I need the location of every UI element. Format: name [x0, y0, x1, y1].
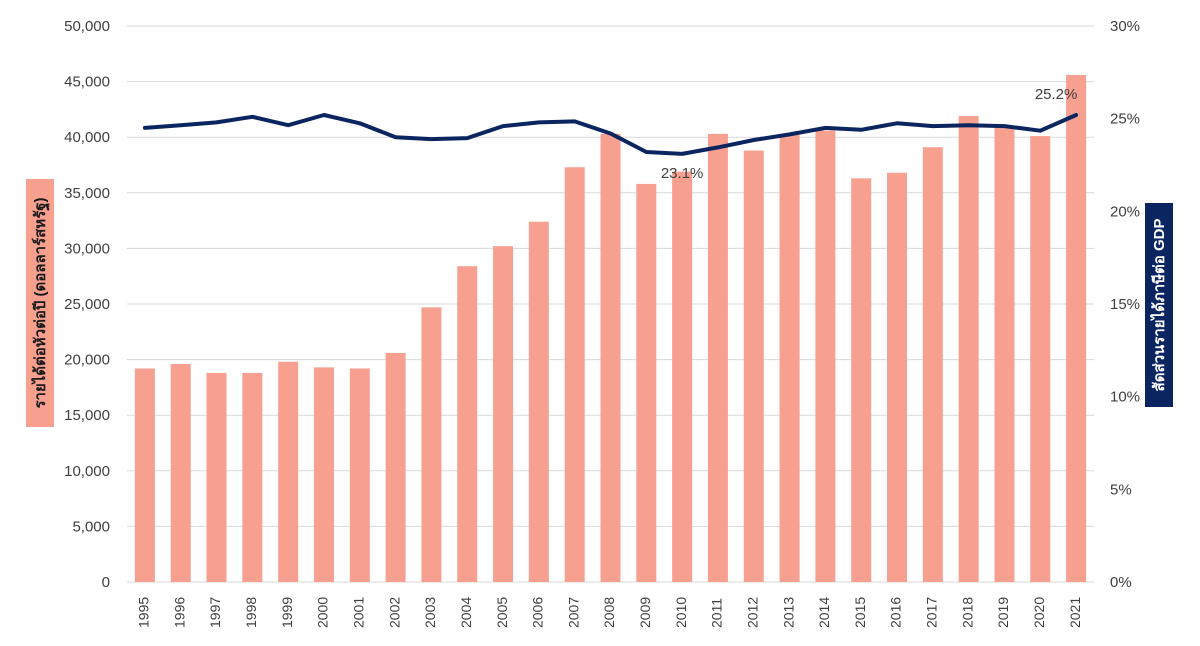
- right-tick-label: 30%: [1110, 18, 1140, 35]
- x-tick-label: 2010: [673, 597, 689, 628]
- x-tick-label: 1996: [171, 597, 187, 628]
- x-tick-label: 2011: [709, 598, 725, 628]
- left-tick-label: 30,000: [64, 240, 110, 257]
- right-tick-label: 10%: [1110, 389, 1140, 406]
- bar: [313, 367, 334, 582]
- bar: [528, 221, 549, 582]
- bar: [349, 368, 370, 582]
- x-tick-label: 2012: [744, 597, 760, 628]
- left-tick-label: 0: [102, 574, 110, 591]
- x-tick-label: 2008: [601, 597, 617, 628]
- right-axis-title-text: สัดส่วนรายได้ภาษีต่อ GDP: [1149, 219, 1168, 392]
- bar: [958, 116, 979, 583]
- bar: [170, 364, 191, 582]
- line-series: [142, 113, 1079, 156]
- bar: [1030, 136, 1051, 582]
- left-tick-label: 40,000: [64, 129, 110, 146]
- left-tick-label: 15,000: [64, 407, 110, 424]
- bar: [600, 133, 621, 582]
- right-tick-label: 15%: [1110, 296, 1140, 313]
- bar: [743, 150, 764, 582]
- left-tick-label: 25,000: [64, 296, 110, 313]
- bar: [887, 172, 908, 582]
- left-tick-label: 20,000: [64, 352, 110, 369]
- left-axis-ticks: 0 5,000 10,000 15,000 20,000 25,000 30,000 35,0…: [64, 18, 110, 591]
- x-axis-ticks: 1995 1996 1997 1998 1999 2000 2001 2002 2003 2004…: [136, 597, 1083, 628]
- left-tick-label: 50,000: [64, 18, 110, 35]
- bar-series: [134, 74, 1087, 583]
- x-tick-label: 1997: [207, 597, 223, 628]
- line-path: [142, 113, 1079, 156]
- left-tick-label: 5,000: [72, 518, 110, 535]
- right-tick-label: 0%: [1110, 574, 1132, 591]
- x-tick-label: 2016: [888, 597, 904, 628]
- bar: [815, 130, 836, 582]
- x-tick-label: 1995: [136, 597, 152, 628]
- bar: [564, 167, 585, 582]
- left-tick-label: 35,000: [64, 185, 110, 202]
- annotations: 23.1% 25.2%: [661, 86, 1078, 182]
- bar: [1066, 74, 1087, 582]
- bar: [994, 127, 1015, 582]
- x-tick-label: 2009: [637, 597, 653, 628]
- x-tick-label: 2019: [995, 597, 1011, 628]
- right-axis-title-bg: [1145, 203, 1173, 407]
- x-tick-label: 2000: [315, 597, 331, 628]
- x-tick-label: 2014: [816, 597, 832, 628]
- right-axis-title: สัดส่วนรายได้ภาษีต่อ GDP: [1145, 203, 1173, 407]
- bar: [672, 171, 693, 582]
- bar: [385, 352, 406, 582]
- x-tick-label: 2001: [350, 597, 366, 628]
- right-tick-label: 25%: [1110, 111, 1140, 128]
- bar: [636, 183, 657, 583]
- x-tick-label: 2018: [959, 597, 975, 628]
- x-tick-label: 2013: [780, 597, 796, 628]
- x-tick-label: 2020: [1031, 597, 1047, 628]
- bar: [493, 246, 514, 582]
- bar: [421, 307, 442, 582]
- data-label: 23.1%: [661, 165, 704, 182]
- right-tick-label: 20%: [1110, 203, 1140, 220]
- bar: [134, 368, 155, 582]
- left-tick-label: 45,000: [64, 74, 110, 91]
- bar: [457, 266, 478, 582]
- data-label: 25.2%: [1035, 86, 1078, 103]
- right-tick-label: 5%: [1110, 481, 1132, 498]
- x-tick-label: 1998: [243, 597, 259, 628]
- bar: [242, 372, 263, 582]
- bar: [707, 133, 728, 582]
- x-tick-label: 2017: [924, 597, 940, 628]
- left-axis-title-text: รายได้ต่อหัวต่อปี (ดอลลาร์สหรัฐ): [30, 197, 50, 408]
- x-tick-label: 2021: [1067, 597, 1083, 628]
- x-tick-label: 2007: [565, 597, 581, 628]
- bar: [779, 134, 800, 582]
- x-tick-label: 1999: [279, 597, 295, 628]
- x-tick-label: 2002: [386, 597, 402, 628]
- x-tick-label: 2004: [458, 597, 474, 628]
- x-tick-label: 2003: [422, 597, 438, 628]
- bar: [922, 147, 943, 582]
- x-tick-label: 2005: [494, 597, 510, 628]
- right-axis-ticks: 0% 5% 10% 15% 20% 25% 30%: [1110, 18, 1140, 591]
- left-axis-title: รายได้ต่อหัวต่อปี (ดอลลาร์สหรัฐ): [26, 179, 54, 427]
- left-tick-label: 10,000: [64, 463, 110, 480]
- left-axis-title-bg: [26, 179, 54, 427]
- bar: [278, 361, 299, 582]
- x-tick-label: 2015: [852, 597, 868, 628]
- x-tick-label: 2006: [530, 597, 546, 628]
- bar: [851, 178, 872, 582]
- bar: [206, 372, 227, 582]
